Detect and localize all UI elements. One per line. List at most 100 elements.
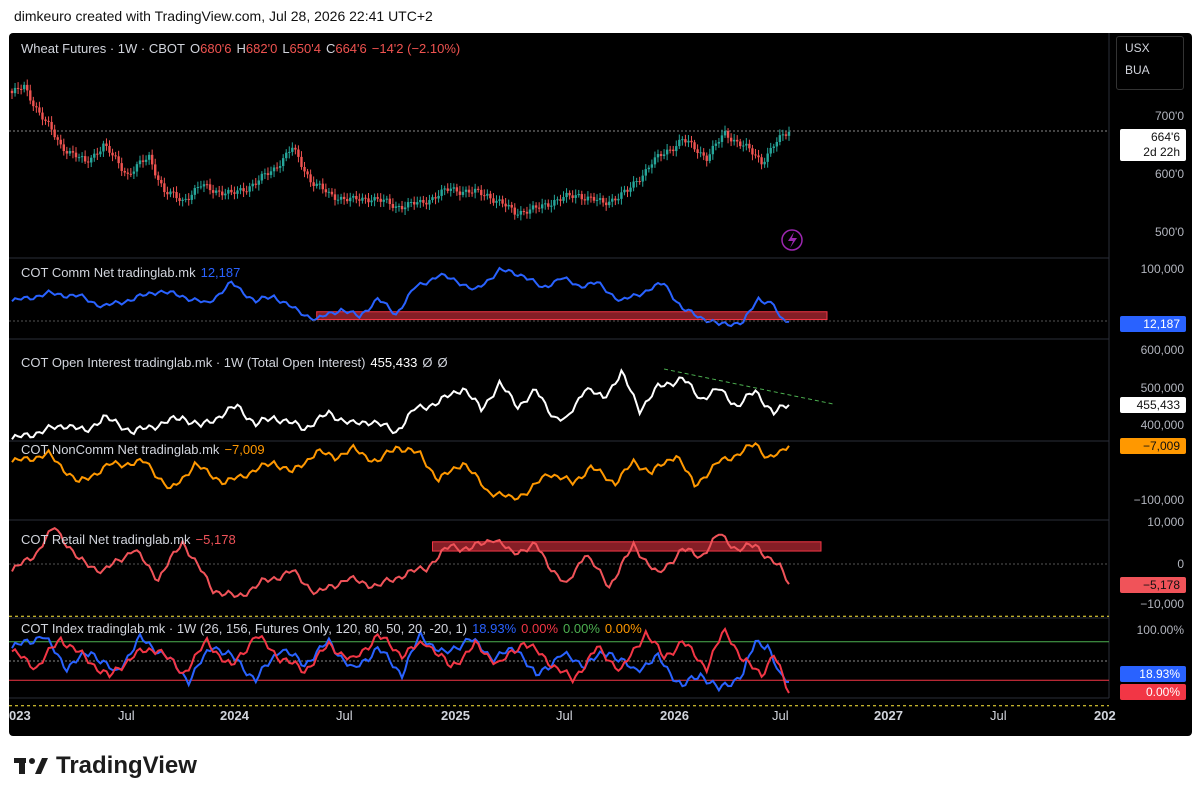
x-label-4: 2025	[441, 708, 470, 723]
candle-body	[172, 191, 175, 193]
unit-label[interactable]: BUA	[1125, 63, 1150, 77]
candle-body	[126, 172, 129, 174]
chart-canvas[interactable]	[9, 33, 1192, 736]
x-label-1: Jul	[118, 708, 135, 723]
candle-body	[702, 152, 705, 156]
candle-body	[120, 163, 123, 171]
candle-body	[29, 90, 32, 101]
candle-body	[583, 199, 587, 201]
ohlc-close: 664'6	[335, 41, 367, 56]
scale-box[interactable]: USX BUA	[1116, 36, 1184, 90]
candle-body	[312, 182, 315, 186]
candle-body	[544, 203, 547, 205]
noncomm-legend: COT NonComm Net tradinglab.mk −7,009	[21, 442, 270, 457]
candle-body	[123, 170, 126, 173]
price-title: Wheat Futures · 1W · CBOT	[21, 41, 185, 56]
ohlc-c-key: C	[325, 41, 336, 56]
candle-body	[586, 196, 590, 201]
candle-body	[443, 188, 446, 190]
candle-body	[117, 156, 120, 164]
candle-body	[32, 100, 35, 107]
candle-body	[751, 148, 754, 155]
candle-body	[598, 198, 602, 200]
candle-body	[653, 157, 657, 165]
oi-extra-1: Ø	[422, 355, 433, 370]
candle-body	[641, 175, 644, 182]
candle-body	[181, 199, 184, 201]
candle-body	[59, 139, 62, 145]
candle-body	[489, 193, 492, 199]
candle-body	[300, 156, 303, 167]
candle-body	[620, 192, 623, 199]
candle-body	[711, 145, 715, 155]
candle-body	[720, 135, 724, 142]
candle-body	[611, 198, 614, 202]
candle-body	[662, 154, 666, 157]
currency-label[interactable]: USX	[1125, 41, 1150, 55]
candle-body	[227, 189, 230, 194]
candle-body	[138, 160, 142, 165]
candle-body	[760, 157, 763, 165]
candle-body	[608, 201, 611, 206]
candle-body	[114, 155, 117, 157]
comm-legend: COT Comm Net tradinglab.mk 12,187	[21, 265, 245, 280]
index-value-2: 0.00%	[521, 621, 559, 636]
candle-body	[434, 197, 437, 199]
candle-body	[787, 131, 791, 136]
candle-body	[254, 183, 257, 185]
x-label-2: 2024	[220, 708, 249, 723]
oi-badge: 455,433	[1120, 397, 1186, 413]
candle-body	[294, 147, 297, 150]
candle-body	[154, 164, 157, 176]
candle-body	[275, 167, 279, 169]
candle-body	[190, 194, 193, 200]
candle-body	[175, 192, 178, 199]
candle-body	[501, 199, 504, 204]
candle-body	[281, 158, 285, 167]
last-price-badge: 664'6 2d 22h	[1120, 129, 1186, 161]
candle-body	[99, 151, 102, 155]
candle-body	[71, 151, 75, 153]
candle-body	[717, 141, 721, 144]
candle-body	[397, 206, 401, 208]
candle-body	[129, 173, 133, 175]
candle-body	[473, 188, 477, 193]
retail-badge: −5,178	[1120, 577, 1186, 593]
candle-body	[208, 184, 212, 191]
candle-body	[135, 164, 139, 172]
candle-body	[519, 210, 523, 215]
candle-body	[38, 107, 41, 113]
candle-body	[483, 195, 486, 197]
candle-body	[498, 199, 501, 201]
candle-body	[766, 153, 769, 162]
candle-body	[687, 140, 690, 143]
candle-body	[672, 149, 675, 152]
candle-body	[437, 195, 440, 199]
candle-body	[144, 159, 148, 162]
candle-body	[342, 196, 346, 200]
candle-body	[577, 194, 580, 196]
candle-body	[288, 151, 291, 153]
candle-body	[403, 207, 407, 210]
candle-body	[388, 198, 392, 205]
candle-body	[239, 188, 242, 191]
candle-body	[349, 197, 352, 202]
candle-body	[531, 205, 535, 210]
candle-body	[56, 137, 59, 140]
candle-body	[495, 200, 498, 203]
candle-body	[431, 197, 434, 201]
comm-net-line	[11, 266, 790, 328]
index-value-1: 18.93%	[472, 621, 517, 636]
noncomm-net-line	[11, 441, 790, 501]
candle-body	[699, 152, 702, 154]
candle-body	[160, 179, 163, 184]
retail-net-line	[11, 527, 790, 599]
candle-body	[47, 120, 50, 122]
candle-body	[705, 155, 708, 161]
chart-frame[interactable]: Wheat Futures · 1W · CBOT O680'6 H682'0 L65…	[9, 33, 1192, 736]
ohlc-l-key: L	[282, 41, 290, 56]
candle-body	[757, 155, 760, 158]
noncomm-title: COT NonComm Net tradinglab.mk	[21, 442, 220, 457]
candle-body	[77, 157, 81, 159]
candle-body	[62, 144, 65, 152]
